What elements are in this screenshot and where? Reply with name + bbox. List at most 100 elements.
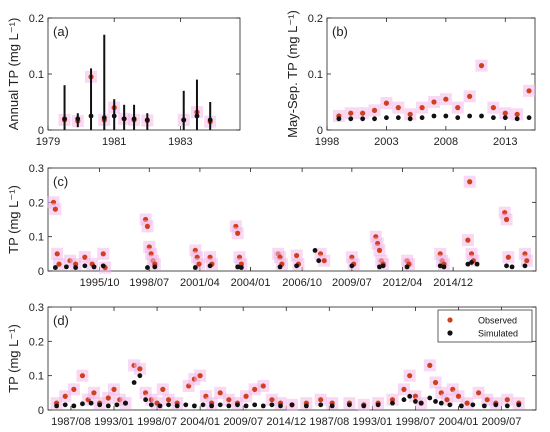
- observed-point: [401, 386, 407, 392]
- y-tick-label: 0.2: [29, 336, 44, 348]
- observed-point: [54, 251, 60, 257]
- observed-point: [226, 397, 232, 403]
- y-tick-label: 0.3: [29, 163, 44, 175]
- simulated-point: [294, 263, 300, 269]
- legend-marker: [447, 330, 453, 336]
- observed-point: [252, 386, 258, 392]
- observed-point: [260, 383, 266, 389]
- x-tick-label: 1993/01: [94, 416, 134, 428]
- plot-area: [50, 359, 525, 411]
- simulated-point: [427, 395, 433, 401]
- observed-point: [484, 397, 490, 403]
- observed-point: [524, 258, 530, 264]
- observed-point: [105, 395, 111, 401]
- simulated-point: [447, 402, 453, 408]
- observed-point: [504, 397, 510, 403]
- observed-point: [526, 88, 532, 94]
- simulated-point: [235, 402, 240, 408]
- simulated-point: [166, 402, 171, 408]
- simulated-point: [372, 116, 377, 122]
- x-tick-label: 2009/07: [223, 416, 263, 428]
- simulated-point: [100, 263, 106, 269]
- simulated-point: [91, 264, 97, 270]
- simulated-point: [235, 264, 241, 270]
- simulated-point: [465, 261, 471, 267]
- observed-point: [165, 397, 172, 403]
- simulated-point: [336, 116, 342, 122]
- simulated-point: [380, 263, 386, 269]
- observed-point: [427, 362, 433, 368]
- simulated-point: [349, 263, 355, 269]
- simulated-point: [217, 402, 223, 408]
- simulated-point: [82, 263, 88, 269]
- simulated-point: [105, 403, 111, 409]
- plot-area: [58, 34, 217, 130]
- observed-point: [407, 373, 413, 379]
- observed-point: [490, 105, 496, 111]
- simulated-point: [491, 115, 496, 121]
- observed-point: [217, 390, 223, 396]
- observed-point: [431, 99, 437, 105]
- y-axis-label: May-Sep. TP (mg L⁻¹): [285, 10, 300, 138]
- simulated-point: [348, 116, 354, 122]
- observed-point: [432, 379, 439, 386]
- x-tick-label: 1995/10: [80, 277, 120, 289]
- x-tick-label: 1998/07: [129, 277, 169, 289]
- observed-point: [62, 393, 68, 399]
- simulated-point: [71, 403, 77, 409]
- simulated-point: [347, 402, 352, 408]
- axes-frame: [47, 167, 537, 272]
- x-tick-label: 2009/07: [482, 416, 522, 428]
- simulated-point: [277, 264, 283, 270]
- simulated-point: [375, 402, 381, 408]
- observed-point: [514, 111, 520, 117]
- observed-point: [144, 223, 151, 229]
- observed-point: [376, 247, 383, 253]
- legend-label: Simulated: [478, 329, 518, 339]
- observed-point: [443, 96, 449, 102]
- observed-point: [321, 258, 327, 264]
- observed-point: [318, 397, 324, 403]
- observed-point: [465, 237, 471, 243]
- observed-point: [100, 251, 106, 257]
- observed-point: [419, 105, 425, 111]
- simulated-point: [80, 401, 85, 407]
- simulated-point: [377, 264, 382, 270]
- x-tick-label: 2004/01: [439, 416, 479, 428]
- x-tick-label: 1987/08: [309, 416, 349, 428]
- y-tick-label: 0: [317, 125, 323, 137]
- y-tick-label: 0.1: [308, 69, 323, 81]
- simulated-point: [152, 264, 158, 270]
- x-tick-label: 2003: [374, 136, 398, 148]
- simulated-point: [145, 265, 150, 270]
- x-tick-label: 2014/12: [266, 416, 306, 428]
- simulated-point: [433, 399, 438, 404]
- simulated-point: [469, 260, 474, 265]
- simulated-point: [384, 115, 389, 121]
- simulated-point: [183, 402, 189, 408]
- simulated-point: [361, 403, 367, 409]
- simulated-point: [278, 403, 283, 409]
- observed-point: [56, 261, 62, 267]
- simulated-point: [438, 400, 444, 406]
- simulated-point: [131, 380, 137, 385]
- simulated-point: [174, 403, 180, 409]
- simulated-point: [479, 113, 484, 119]
- observed-point: [243, 393, 249, 399]
- plot-area: [47, 175, 533, 274]
- simulated-point: [407, 116, 413, 122]
- simulated-point: [143, 397, 149, 403]
- simulated-point: [509, 264, 515, 270]
- x-tick-label: 2004/01: [180, 416, 220, 428]
- plot-area: [332, 59, 536, 122]
- observed-point: [444, 397, 450, 403]
- simulated-point: [318, 402, 324, 408]
- simulated-point: [443, 113, 449, 119]
- simulated-point: [419, 115, 425, 121]
- simulated-point: [458, 403, 464, 409]
- legend-frame: [437, 309, 533, 343]
- observed-point: [137, 366, 143, 372]
- observed-point: [71, 386, 77, 392]
- simulated-point: [516, 402, 522, 408]
